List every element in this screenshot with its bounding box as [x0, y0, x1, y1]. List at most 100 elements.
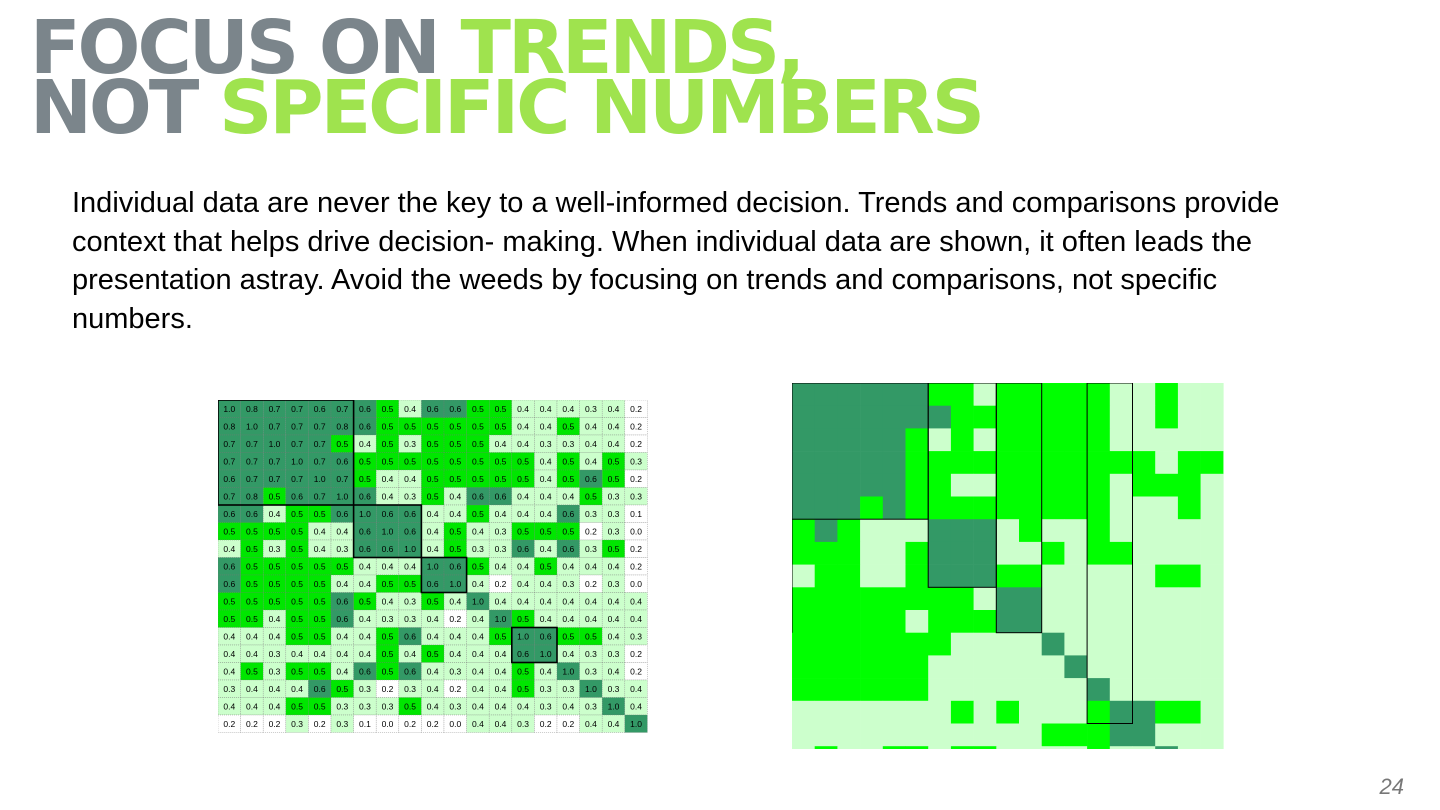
table-cell — [330, 504, 354, 523]
table-cell — [534, 662, 558, 681]
table-cell-value: 0.5 — [472, 404, 484, 414]
table-cell — [330, 662, 354, 681]
table-cell — [421, 487, 445, 506]
table-cell-value: 0.5 — [427, 491, 439, 501]
heatmap-cell — [1132, 610, 1156, 633]
table-cell-value: 0.4 — [427, 614, 439, 624]
table-cell — [556, 400, 580, 418]
heatmap-cell — [1019, 541, 1042, 565]
table-cell — [602, 574, 626, 593]
table-cell-value: 0.5 — [269, 596, 281, 606]
table-cell-value: 0.3 — [472, 544, 484, 554]
table-cell — [602, 592, 626, 611]
table-cell — [375, 609, 399, 628]
heatmap-cell — [996, 632, 1020, 656]
body-paragraph: Individual data are never the key to a w… — [72, 187, 1280, 335]
heatmap-cell — [1019, 496, 1042, 520]
table-cell-value: 0.4 — [223, 701, 235, 711]
table-cell — [353, 487, 377, 506]
table-cell — [240, 522, 264, 541]
table-cell — [285, 417, 309, 436]
table-cell — [624, 557, 648, 576]
heatmap-cell — [1109, 746, 1133, 749]
table-cell-value: 0.2 — [630, 544, 642, 554]
table-cell — [218, 714, 241, 733]
table-cell — [218, 469, 241, 488]
table-cell — [534, 452, 558, 471]
table-cell-value: 0.4 — [495, 719, 507, 729]
heatmap-cell — [905, 746, 929, 749]
table-cell-value: 0.7 — [336, 474, 348, 484]
table-cell-value: 0.4 — [608, 404, 620, 414]
heatmap-cell — [1177, 564, 1201, 588]
table-cell-value: 0.3 — [269, 544, 281, 554]
table-cell — [308, 469, 332, 488]
heatmap-cell — [973, 700, 997, 724]
heatmap-cell — [928, 451, 952, 475]
table-cell-value: 0.5 — [608, 456, 620, 466]
table-cell-value: 0.5 — [495, 404, 507, 414]
table-cell-value: 0.4 — [562, 701, 574, 711]
heatmap-cell — [792, 496, 815, 520]
table-cell-value: 0.5 — [517, 456, 529, 466]
heatmap-cell — [973, 723, 997, 747]
table-cell-value: 0.3 — [630, 491, 642, 501]
heatmap-cell — [1177, 473, 1201, 497]
table-cell-value: 0.3 — [223, 684, 235, 694]
heatmap-cell — [950, 632, 974, 656]
table-cell-value: 0.4 — [562, 404, 574, 414]
table-cell-value: 0.8 — [246, 404, 258, 414]
table-cell — [375, 592, 399, 611]
table-cell — [556, 627, 580, 646]
table-cell — [579, 662, 603, 681]
table-cell-value: 0.4 — [472, 666, 484, 676]
heatmap-cell — [1064, 655, 1088, 679]
table-cell — [443, 592, 467, 611]
heatmap-cell — [1177, 405, 1201, 429]
heatmap-cell — [928, 723, 952, 747]
heatmap-cell — [905, 428, 929, 452]
table-cell-value: 0.6 — [336, 614, 348, 624]
heatmap-cell — [1109, 700, 1133, 724]
table-cell — [240, 574, 264, 593]
table-cell — [240, 539, 264, 558]
table-cell — [511, 644, 535, 663]
heatmap-cell — [1087, 723, 1111, 747]
heatmap-cell — [1019, 723, 1042, 747]
heatmap-cell — [1064, 564, 1088, 588]
table-cell — [602, 522, 626, 541]
table-cell-value: 0.3 — [404, 684, 416, 694]
table-cell-value: 0.5 — [246, 614, 258, 624]
table-cell-value: 0.5 — [562, 456, 574, 466]
table-cell-value: 1.0 — [246, 421, 258, 431]
table-cell-value: 0.5 — [336, 684, 348, 694]
table-cell-value: 0.2 — [223, 719, 235, 729]
table-cell — [263, 592, 287, 611]
table-cell-value: 0.7 — [223, 439, 235, 449]
heatmap-cell — [1200, 564, 1224, 588]
table-cell — [466, 627, 490, 646]
table-cell-value: 0.3 — [495, 526, 507, 536]
table-cell-value: 0.4 — [314, 649, 326, 659]
heatmap-cell — [1200, 405, 1224, 429]
heatmap-cell — [792, 587, 815, 611]
heatmap-cell — [1132, 632, 1156, 656]
table-cell-value: 0.4 — [269, 701, 281, 711]
table-cell — [443, 609, 467, 628]
table-cell — [534, 697, 558, 716]
table-cell-value: 0.6 — [359, 666, 371, 676]
heatmap-cell — [996, 723, 1020, 747]
heatmap-cell — [1200, 519, 1224, 543]
heatmap-cell — [950, 723, 974, 747]
heatmap-cell — [1109, 723, 1133, 747]
table-cell-value: 0.6 — [246, 509, 258, 519]
table-cell-value: 0.3 — [585, 509, 597, 519]
table-cell — [466, 574, 490, 593]
table-cell-value: 0.3 — [562, 439, 574, 449]
cluster-outline — [218, 400, 355, 506]
table-cell-value: 0.4 — [585, 561, 597, 571]
table-cell — [285, 697, 309, 716]
table-cell — [421, 627, 445, 646]
table-cell-value: 1.0 — [269, 439, 281, 449]
table-cell-value: 0.3 — [336, 544, 348, 554]
